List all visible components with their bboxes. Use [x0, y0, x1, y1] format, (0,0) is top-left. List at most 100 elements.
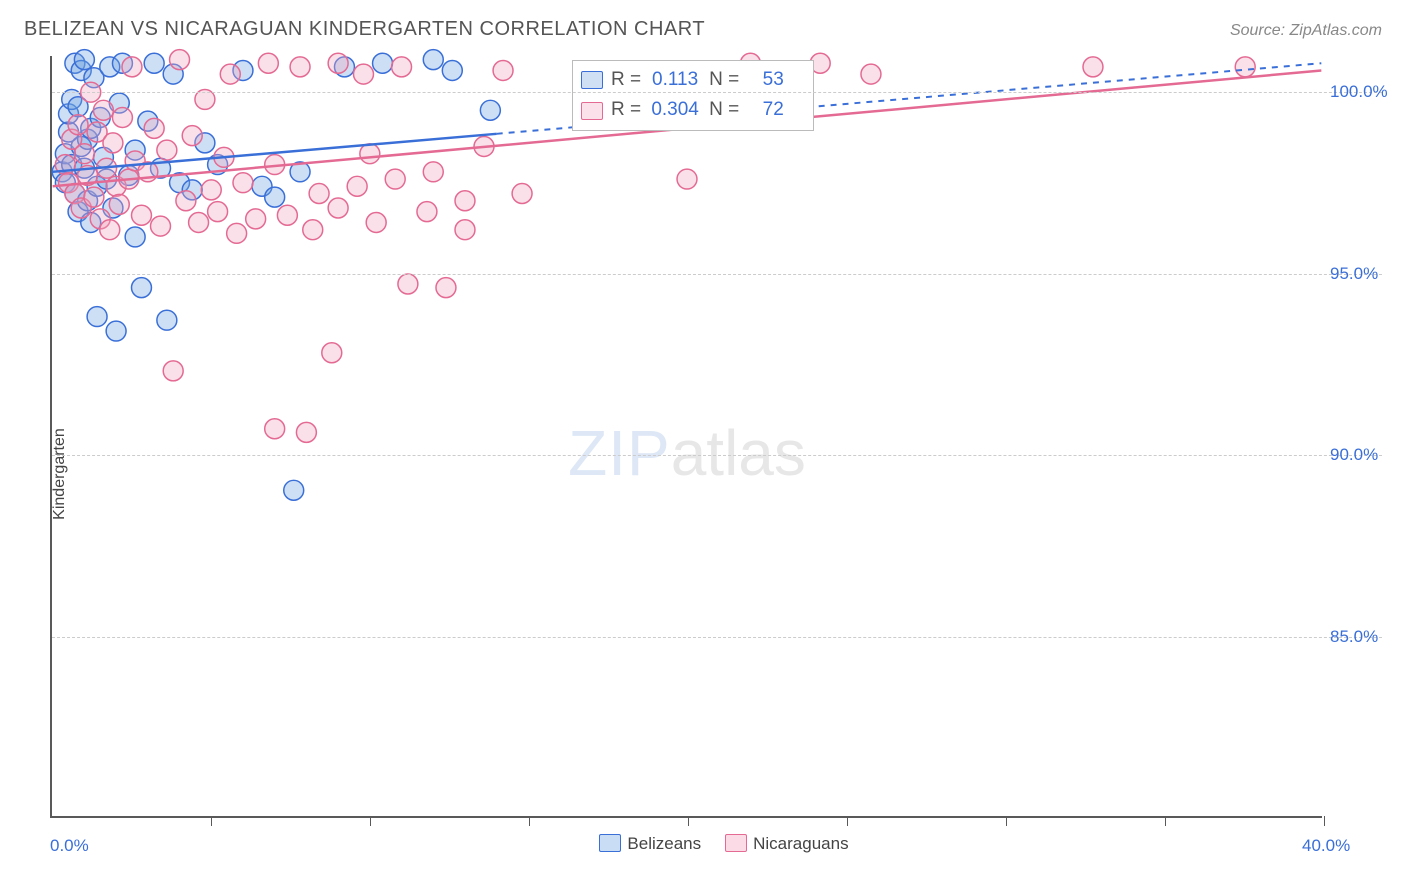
stat-legend-row: R =0.304N =72 — [581, 95, 803, 125]
scatter-point — [436, 278, 456, 298]
scatter-point — [385, 169, 405, 189]
scatter-point — [480, 100, 500, 120]
legend-swatch — [581, 102, 603, 120]
x-tick — [847, 816, 848, 826]
scatter-point — [861, 64, 881, 84]
scatter-point — [328, 53, 348, 73]
scatter-point — [512, 184, 532, 204]
legend-n-value: 53 — [743, 65, 803, 95]
scatter-point — [493, 61, 513, 81]
scatter-point — [182, 126, 202, 146]
scatter-point — [112, 108, 132, 128]
scatter-point — [125, 227, 145, 247]
gridline — [52, 92, 1382, 93]
legend-swatch — [581, 71, 603, 89]
scatter-point — [284, 480, 304, 500]
legend-swatch — [599, 834, 621, 852]
x-tick — [370, 816, 371, 826]
scatter-point — [373, 53, 393, 73]
gridline — [52, 455, 1382, 456]
scatter-point — [151, 216, 171, 236]
scatter-point — [132, 278, 152, 298]
scatter-point — [328, 198, 348, 218]
scatter-point — [144, 53, 164, 73]
scatter-point — [246, 209, 266, 229]
scatter-point — [347, 176, 367, 196]
legend-swatch — [725, 834, 747, 852]
y-tick-label: 85.0% — [1330, 627, 1398, 647]
scatter-point — [84, 187, 104, 207]
y-tick-label: 90.0% — [1330, 445, 1398, 465]
plot-area: ZIPatlas R =0.113N =53R =0.304N =72 85.0… — [50, 56, 1322, 818]
legend-r-label: R = — [611, 95, 641, 125]
scatter-point — [398, 274, 418, 294]
y-tick-label: 95.0% — [1330, 264, 1398, 284]
scatter-point — [233, 173, 253, 193]
x-tick — [211, 816, 212, 826]
scatter-point — [354, 64, 374, 84]
stat-legend: R =0.113N =53R =0.304N =72 — [572, 60, 814, 131]
scatter-point — [277, 205, 297, 225]
scatter-point — [68, 115, 88, 135]
scatter-point — [290, 57, 310, 77]
scatter-point — [144, 118, 164, 138]
scatter-point — [1083, 57, 1103, 77]
scatter-point — [303, 220, 323, 240]
gridline — [52, 637, 1382, 638]
scatter-point — [100, 220, 120, 240]
x-tick — [688, 816, 689, 826]
chart-container: Kindergarten ZIPatlas R =0.113N =53R =0.… — [46, 56, 1398, 892]
scatter-point — [132, 205, 152, 225]
scatter-point — [189, 213, 209, 233]
scatter-point — [74, 50, 94, 70]
scatter-svg — [52, 56, 1322, 816]
legend-series-label: Nicaraguans — [753, 834, 848, 853]
scatter-point — [1235, 57, 1255, 77]
scatter-point — [423, 50, 443, 70]
gridline — [52, 274, 1382, 275]
scatter-point — [87, 307, 107, 327]
scatter-point — [265, 187, 285, 207]
x-tick — [1165, 816, 1166, 826]
scatter-point — [176, 191, 196, 211]
scatter-point — [258, 53, 278, 73]
source-attribution: Source: ZipAtlas.com — [1230, 22, 1382, 40]
legend-n-label: N = — [709, 65, 739, 95]
scatter-point — [423, 162, 443, 182]
legend-series-label: Belizeans — [627, 834, 701, 853]
stat-legend-row: R =0.113N =53 — [581, 65, 803, 95]
x-tick — [1324, 816, 1325, 826]
x-tick — [529, 816, 530, 826]
scatter-point — [360, 144, 380, 164]
scatter-point — [74, 144, 94, 164]
scatter-point — [220, 64, 240, 84]
scatter-point — [208, 202, 228, 222]
scatter-point — [296, 422, 316, 442]
legend-r-value: 0.113 — [645, 65, 705, 95]
scatter-point — [157, 310, 177, 330]
scatter-point — [265, 419, 285, 439]
scatter-point — [106, 321, 126, 341]
scatter-point — [309, 184, 329, 204]
legend-n-label: N = — [709, 95, 739, 125]
scatter-point — [93, 100, 113, 120]
x-tick — [1006, 816, 1007, 826]
y-tick-label: 100.0% — [1330, 82, 1398, 102]
legend-n-value: 72 — [743, 95, 803, 125]
scatter-point — [677, 169, 697, 189]
scatter-point — [170, 50, 190, 70]
legend-r-label: R = — [611, 65, 641, 95]
scatter-point — [109, 194, 129, 214]
scatter-point — [455, 191, 475, 211]
scatter-point — [201, 180, 221, 200]
chart-title: BELIZEAN VS NICARAGUAN KINDERGARTEN CORR… — [24, 18, 705, 41]
scatter-point — [455, 220, 475, 240]
scatter-point — [392, 57, 412, 77]
scatter-point — [122, 57, 142, 77]
scatter-point — [227, 223, 247, 243]
scatter-point — [103, 133, 123, 153]
scatter-point — [417, 202, 437, 222]
scatter-point — [442, 61, 462, 81]
legend-r-value: 0.304 — [645, 95, 705, 125]
scatter-point — [163, 361, 183, 381]
